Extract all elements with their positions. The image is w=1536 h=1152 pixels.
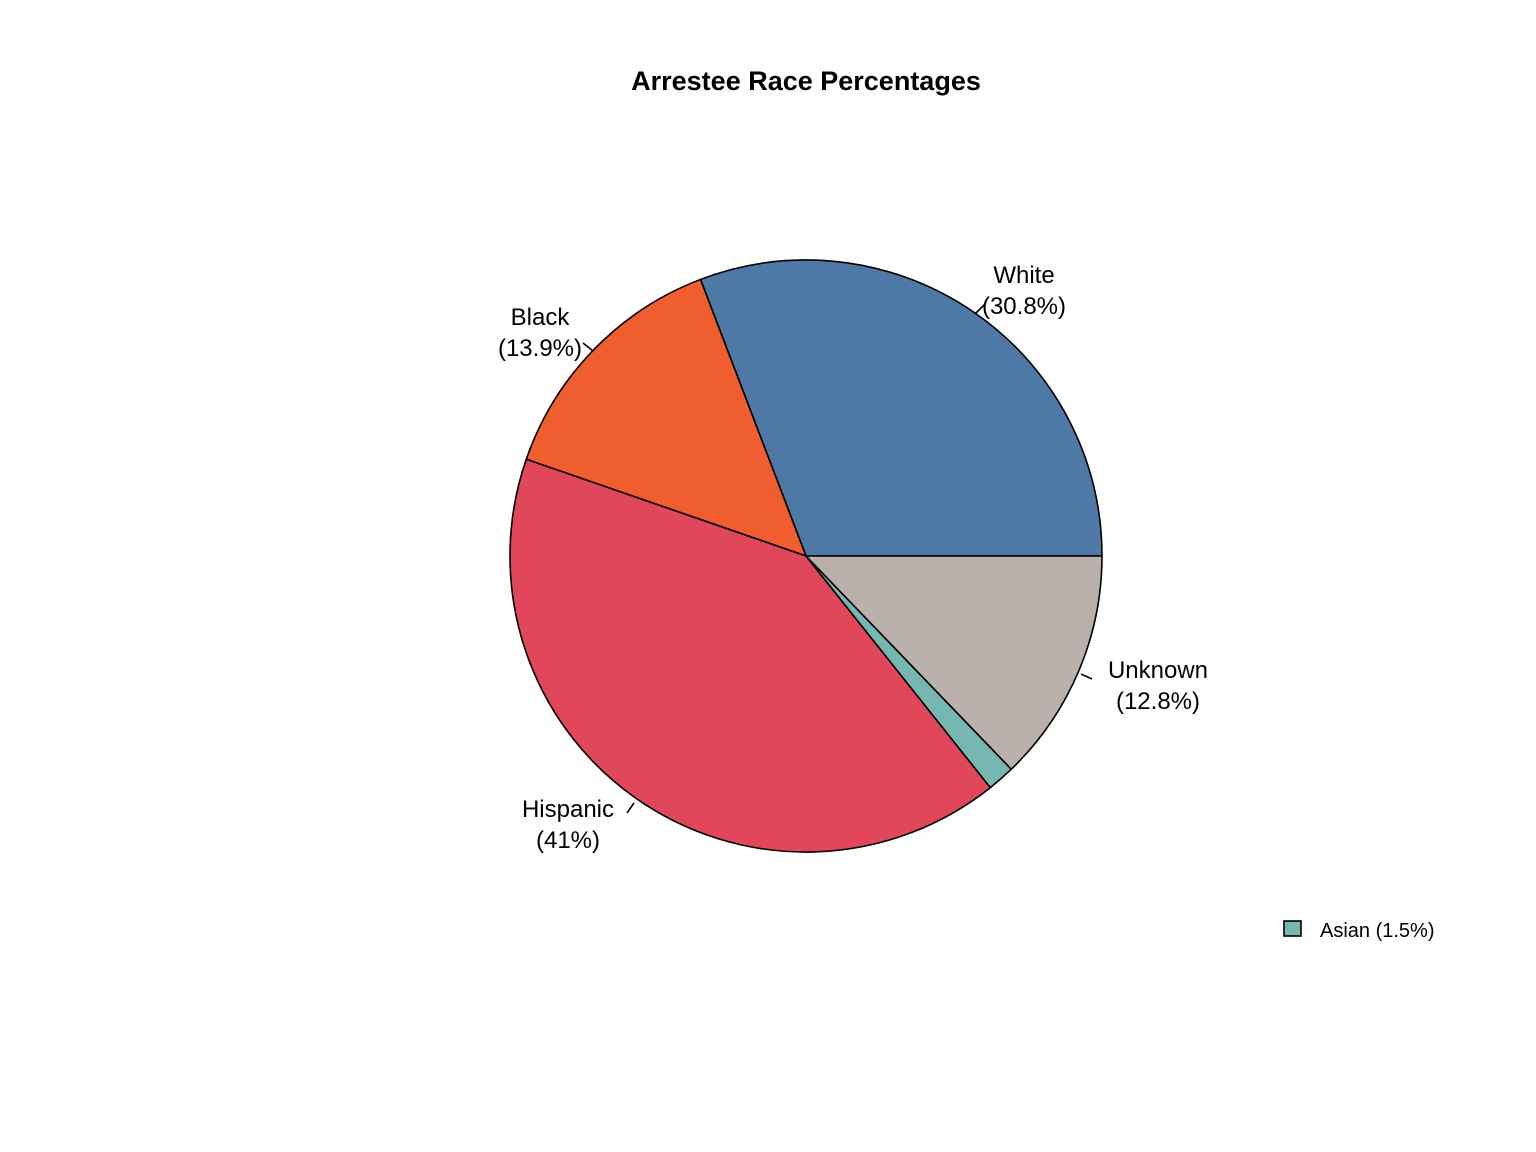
slice-label-white: White [993,262,1054,289]
legend-swatch-asian [1283,920,1302,937]
chart-title: Arrestee Race Percentages [631,66,981,96]
slice-percent-black: (13.9%) [498,335,582,362]
legend: Asian (1.5%) [1283,920,1435,942]
pie-slice-white [699,259,1103,557]
leader-line-unknown [1080,673,1093,680]
pie-slice-black [525,278,808,558]
pie-slice-unknown [804,555,1103,771]
slice-percent-white: (30.8%) [982,293,1066,320]
slice-labels: White (30.8%) Black (13.9%) Hispanic (41%) Unk… [498,262,1208,854]
slice-label-black: Black [511,304,571,331]
leader-line-hispanic [626,802,635,814]
leader-line-white [974,303,986,315]
pie-slice-hispanic [509,458,992,853]
slice-percent-hispanic: (41%) [536,827,600,854]
slice-label-unknown: Unknown [1108,657,1208,684]
legend-entry-asian: Asian (1.5%) [1320,920,1435,942]
slice-percent-unknown: (12.8%) [1116,688,1200,715]
pie-slices [509,259,1103,853]
slice-label-hispanic: Hispanic [522,796,614,823]
leader-line-black [582,342,594,352]
